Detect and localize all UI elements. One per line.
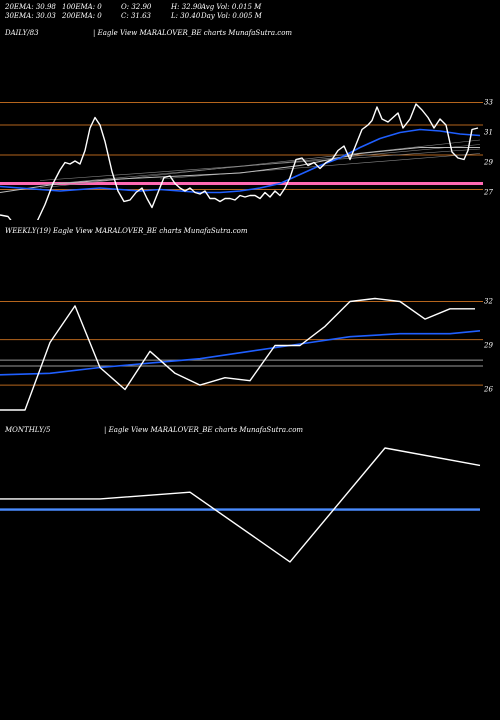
weekly-ema-line xyxy=(0,330,481,376)
stat-100ema: 100EMA: 0 xyxy=(62,3,102,11)
daily-tick-label: 31 xyxy=(484,129,493,137)
daily-trend-line xyxy=(39,144,481,186)
daily-price-line xyxy=(0,103,479,220)
weekly-tick-label: 26 xyxy=(483,385,493,393)
stat-open: O: 32.90 xyxy=(121,3,152,11)
daily-tick-label: 29 xyxy=(483,159,493,167)
weekly-panel-label: WEEKLY(19) Eagle View MARALOVER_BE chart… xyxy=(5,227,248,235)
weekly-tick-label: 29 xyxy=(483,341,493,349)
daily-chart: 33 31 29 27 xyxy=(0,99,493,220)
daily-tick-label: 27 xyxy=(483,189,493,197)
stat-high: H: 32.90 xyxy=(171,3,202,11)
monthly-chart xyxy=(0,447,481,563)
stat-200ema: 200EMA: 0 xyxy=(62,12,102,20)
weekly-chart: 32 29 26 xyxy=(0,297,493,411)
stat-30ema: 30EMA: 30.03 xyxy=(5,12,56,20)
monthly-price-line xyxy=(0,447,481,563)
weekly-tick-label: 32 xyxy=(484,297,493,305)
stat-close: C: 31.63 xyxy=(121,12,151,20)
daily-panel-label: DAILY/83 xyxy=(5,29,39,37)
stat-day-vol: Day Vol: 0.005 M xyxy=(201,12,262,20)
monthly-panel-caption: | Eagle View MARALOVER_BE charts MunafaS… xyxy=(104,426,304,434)
stat-low: L: 30.40 xyxy=(171,12,201,20)
daily-ema-fast-line xyxy=(0,128,481,194)
monthly-panel-label: MONTHLY/5 xyxy=(5,426,51,434)
daily-tick-label: 33 xyxy=(484,99,493,107)
weekly-price-line xyxy=(0,297,475,411)
daily-panel-caption: | Eagle View MARALOVER_BE charts MunafaS… xyxy=(93,29,293,37)
daily-ema-slow-line xyxy=(0,147,480,193)
stat-avg-vol: Avg Vol: 0.015 M xyxy=(201,3,262,11)
stat-20ema: 20EMA: 30.98 xyxy=(5,3,56,11)
